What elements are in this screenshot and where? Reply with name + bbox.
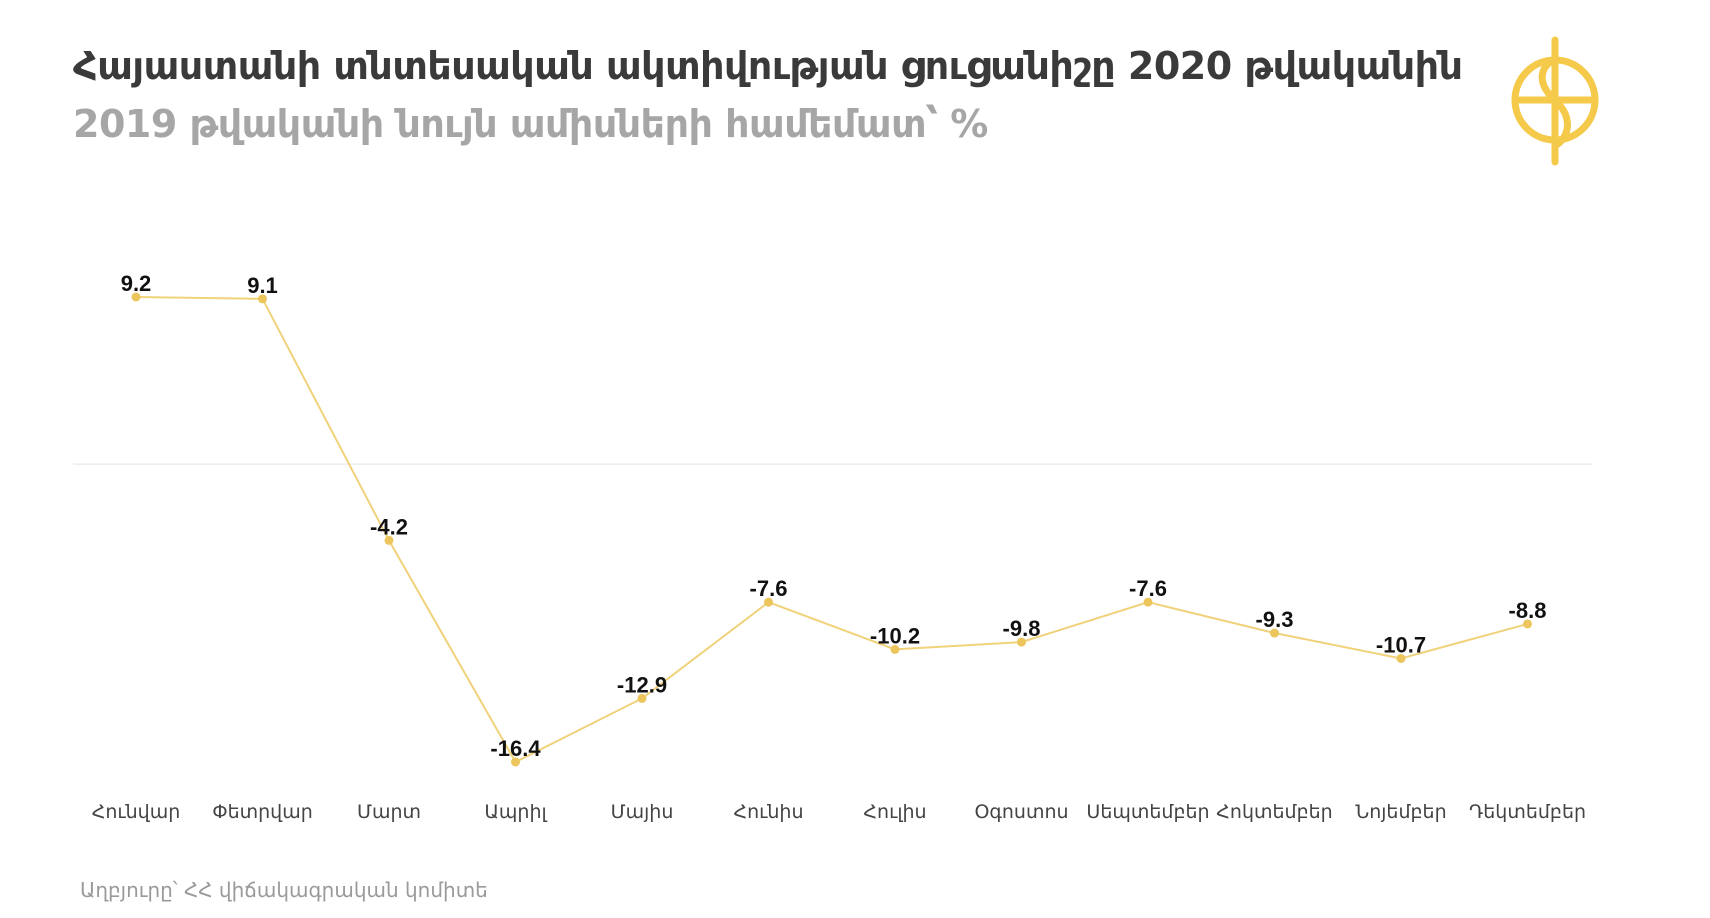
data-point bbox=[1143, 597, 1153, 607]
chart-title: Հայաստանի տնտեսական ակտիվության ցուցանիշ… bbox=[73, 44, 1463, 88]
x-tick-label: Մայիս bbox=[611, 801, 674, 823]
x-tick-label: Ապրիլ bbox=[484, 801, 547, 823]
x-tick-label: Մարտ bbox=[357, 801, 421, 823]
x-tick-label: Փետրվար bbox=[212, 801, 313, 823]
data-label: 9.2 bbox=[121, 271, 152, 296]
data-label: -8.8 bbox=[1509, 598, 1547, 623]
brand-logo-icon bbox=[1511, 36, 1599, 166]
data-point bbox=[1523, 619, 1532, 629]
data-label: -7.6 bbox=[750, 576, 788, 601]
data-label: -7.6 bbox=[1129, 576, 1167, 601]
x-tick-label: Դեկտեմբեր bbox=[1469, 801, 1586, 823]
data-point bbox=[511, 757, 520, 767]
data-point bbox=[131, 292, 141, 302]
data-label: -10.2 bbox=[870, 623, 920, 648]
x-tick-label: Հունվար bbox=[92, 801, 181, 823]
data-label: -12.9 bbox=[617, 672, 667, 697]
data-label: -9.8 bbox=[1003, 616, 1041, 641]
source-note: Աղբյուրը՝ ՀՀ վիճակագրական կոմիտե bbox=[80, 878, 488, 902]
line-chart: 9.2 9.1 -4.2 -16.4 -12.9 -7.6 -10.2 -9.8 -7.6 -9.… bbox=[73, 271, 1592, 823]
x-tick-label: Հոկտեմբեր bbox=[1216, 801, 1332, 823]
x-tick-label: Հուլիս bbox=[863, 801, 926, 823]
data-point bbox=[1270, 628, 1279, 638]
data-point bbox=[764, 597, 773, 607]
chart-subtitle: 2019 թվականի նույն ամիսների համեմատ՝ % bbox=[73, 102, 988, 146]
data-label: -9.3 bbox=[1256, 607, 1294, 632]
x-tick-label: Հունիս bbox=[733, 801, 803, 823]
x-tick-label: Նոյեմբեր bbox=[1355, 801, 1446, 823]
data-label: -4.2 bbox=[370, 514, 408, 539]
data-label: -10.7 bbox=[1376, 632, 1426, 657]
data-point bbox=[258, 294, 267, 304]
x-tick-label: Օգոստոս bbox=[974, 801, 1068, 823]
data-point bbox=[890, 644, 900, 654]
data-point bbox=[1396, 653, 1406, 663]
data-label: -16.4 bbox=[490, 736, 541, 761]
data-point bbox=[384, 535, 394, 545]
x-tick-label: Սեպտեմբեր bbox=[1086, 801, 1209, 823]
data-point bbox=[637, 693, 647, 703]
data-label: 9.1 bbox=[247, 273, 278, 298]
series-line bbox=[135, 296, 1528, 764]
data-point bbox=[1017, 637, 1026, 647]
